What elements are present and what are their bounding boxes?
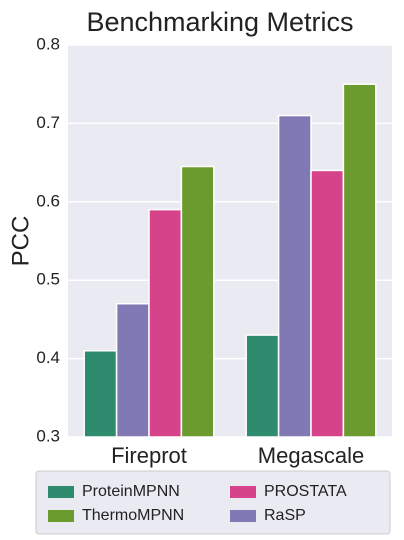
legend-label: ThermoMPNN	[82, 507, 184, 524]
legend-label: PROSTATA	[264, 483, 347, 500]
legend-swatch	[230, 486, 256, 498]
y-tick-label: 0.5	[36, 270, 60, 289]
y-tick-label: 0.6	[36, 191, 60, 210]
bar	[180, 165, 215, 438]
chart-title: Benchmarking Metrics	[86, 7, 353, 37]
bar	[83, 350, 118, 438]
bar	[342, 83, 377, 438]
legend-swatch	[230, 510, 256, 522]
y-tick-label: 0.7	[36, 113, 60, 132]
legend-label: ProteinMPNN	[82, 483, 180, 500]
y-tick-label: 0.3	[36, 426, 60, 445]
x-tick-label: Fireprot	[111, 443, 187, 468]
x-tick-label: Megascale	[258, 443, 364, 468]
legend	[35, 470, 391, 535]
y-tick-label: 0.8	[36, 34, 60, 53]
legend-swatch	[48, 510, 74, 522]
y-axis-label: PCC	[7, 216, 34, 267]
bar	[277, 114, 312, 438]
legend-label: RaSP	[264, 507, 306, 524]
y-tick-label: 0.4	[36, 348, 60, 367]
bar	[245, 334, 280, 438]
legend-swatch	[48, 486, 74, 498]
bar	[148, 208, 183, 438]
bar	[115, 302, 150, 438]
bar	[310, 169, 345, 438]
